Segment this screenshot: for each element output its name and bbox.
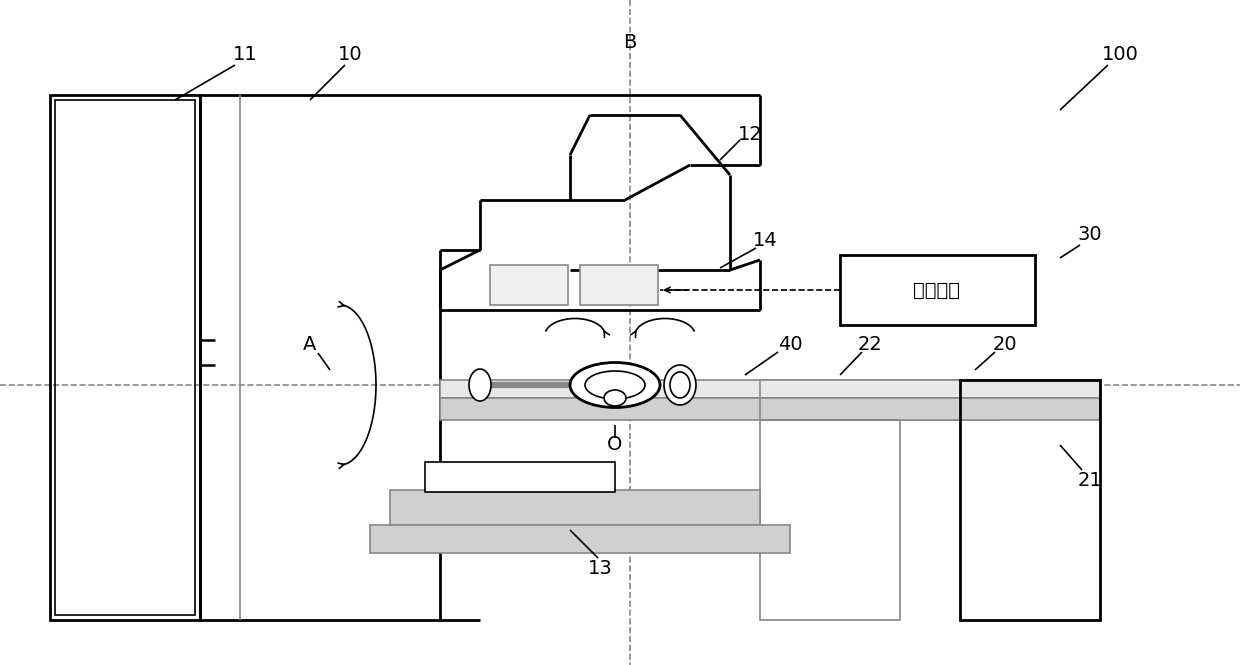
Text: 10: 10 [337, 45, 362, 65]
Ellipse shape [585, 371, 645, 399]
Ellipse shape [670, 372, 689, 398]
Bar [760, 420, 900, 620]
Text: 13: 13 [588, 559, 613, 577]
Text: 100: 100 [1101, 45, 1138, 65]
Bar [425, 462, 615, 492]
Text: 21: 21 [1078, 471, 1102, 489]
Bar [960, 380, 1100, 620]
Bar [440, 380, 999, 398]
Text: 12: 12 [738, 126, 763, 144]
Text: 40: 40 [777, 336, 802, 354]
Text: 30: 30 [1078, 225, 1102, 245]
Text: 驱动组件: 驱动组件 [914, 281, 961, 299]
Ellipse shape [469, 369, 491, 401]
Bar [580, 265, 658, 305]
Bar [490, 265, 568, 305]
Text: 14: 14 [753, 231, 777, 249]
Bar [55, 100, 195, 615]
Ellipse shape [570, 362, 660, 408]
Bar [440, 398, 999, 420]
Bar [760, 398, 1100, 420]
Bar [50, 95, 200, 620]
Bar [839, 255, 1035, 325]
Ellipse shape [663, 365, 696, 405]
Text: 22: 22 [858, 336, 883, 354]
Ellipse shape [604, 390, 626, 406]
Text: 20: 20 [993, 336, 1017, 354]
Bar [760, 380, 1100, 398]
Text: O: O [608, 436, 622, 454]
Text: B: B [624, 33, 636, 51]
Bar [391, 490, 760, 525]
Bar [370, 525, 790, 553]
Text: 11: 11 [233, 45, 258, 65]
Text: A: A [304, 336, 316, 354]
